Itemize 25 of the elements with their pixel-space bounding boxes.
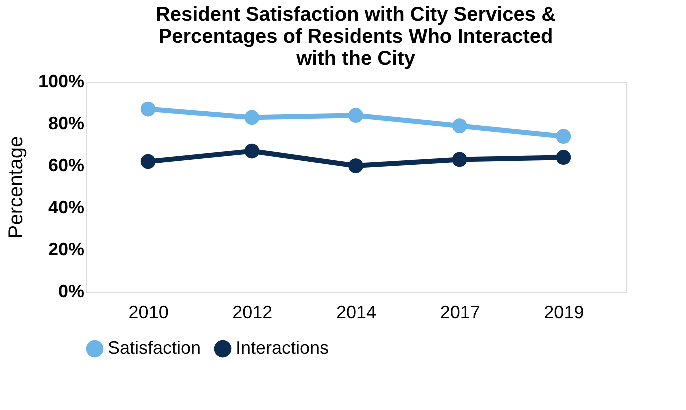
- point: [244, 110, 260, 126]
- legend-label: Satisfaction: [108, 338, 202, 358]
- point: [140, 102, 156, 117]
- point: [556, 150, 572, 165]
- y-tick-label: 100%: [38, 72, 84, 92]
- point: [140, 154, 156, 170]
- y-tick-label: 60%: [48, 156, 84, 176]
- chart-title: Resident Satisfaction with City Services & Percentages of Residents Who Interacted with the City: [156, 4, 556, 70]
- y-tick-label: 40%: [48, 198, 84, 218]
- point: [452, 152, 468, 168]
- y-axis-title: Percentage: [5, 136, 28, 239]
- y-tick-label: 0%: [58, 282, 84, 302]
- point: [452, 118, 468, 134]
- x-tick-label: 2017: [440, 302, 480, 322]
- y-tick-label: 80%: [48, 114, 84, 134]
- point: [244, 144, 260, 159]
- x-tick-label: 2012: [232, 302, 273, 322]
- point: [556, 129, 572, 144]
- x-tick-label: 2019: [544, 302, 584, 322]
- legend-label: Interactions: [236, 338, 330, 358]
- x-tick-label: 2010: [128, 302, 169, 322]
- point: [348, 108, 364, 123]
- y-tick-label: 20%: [48, 240, 84, 260]
- x-tick-label: 2014: [336, 302, 377, 322]
- point: [348, 158, 364, 174]
